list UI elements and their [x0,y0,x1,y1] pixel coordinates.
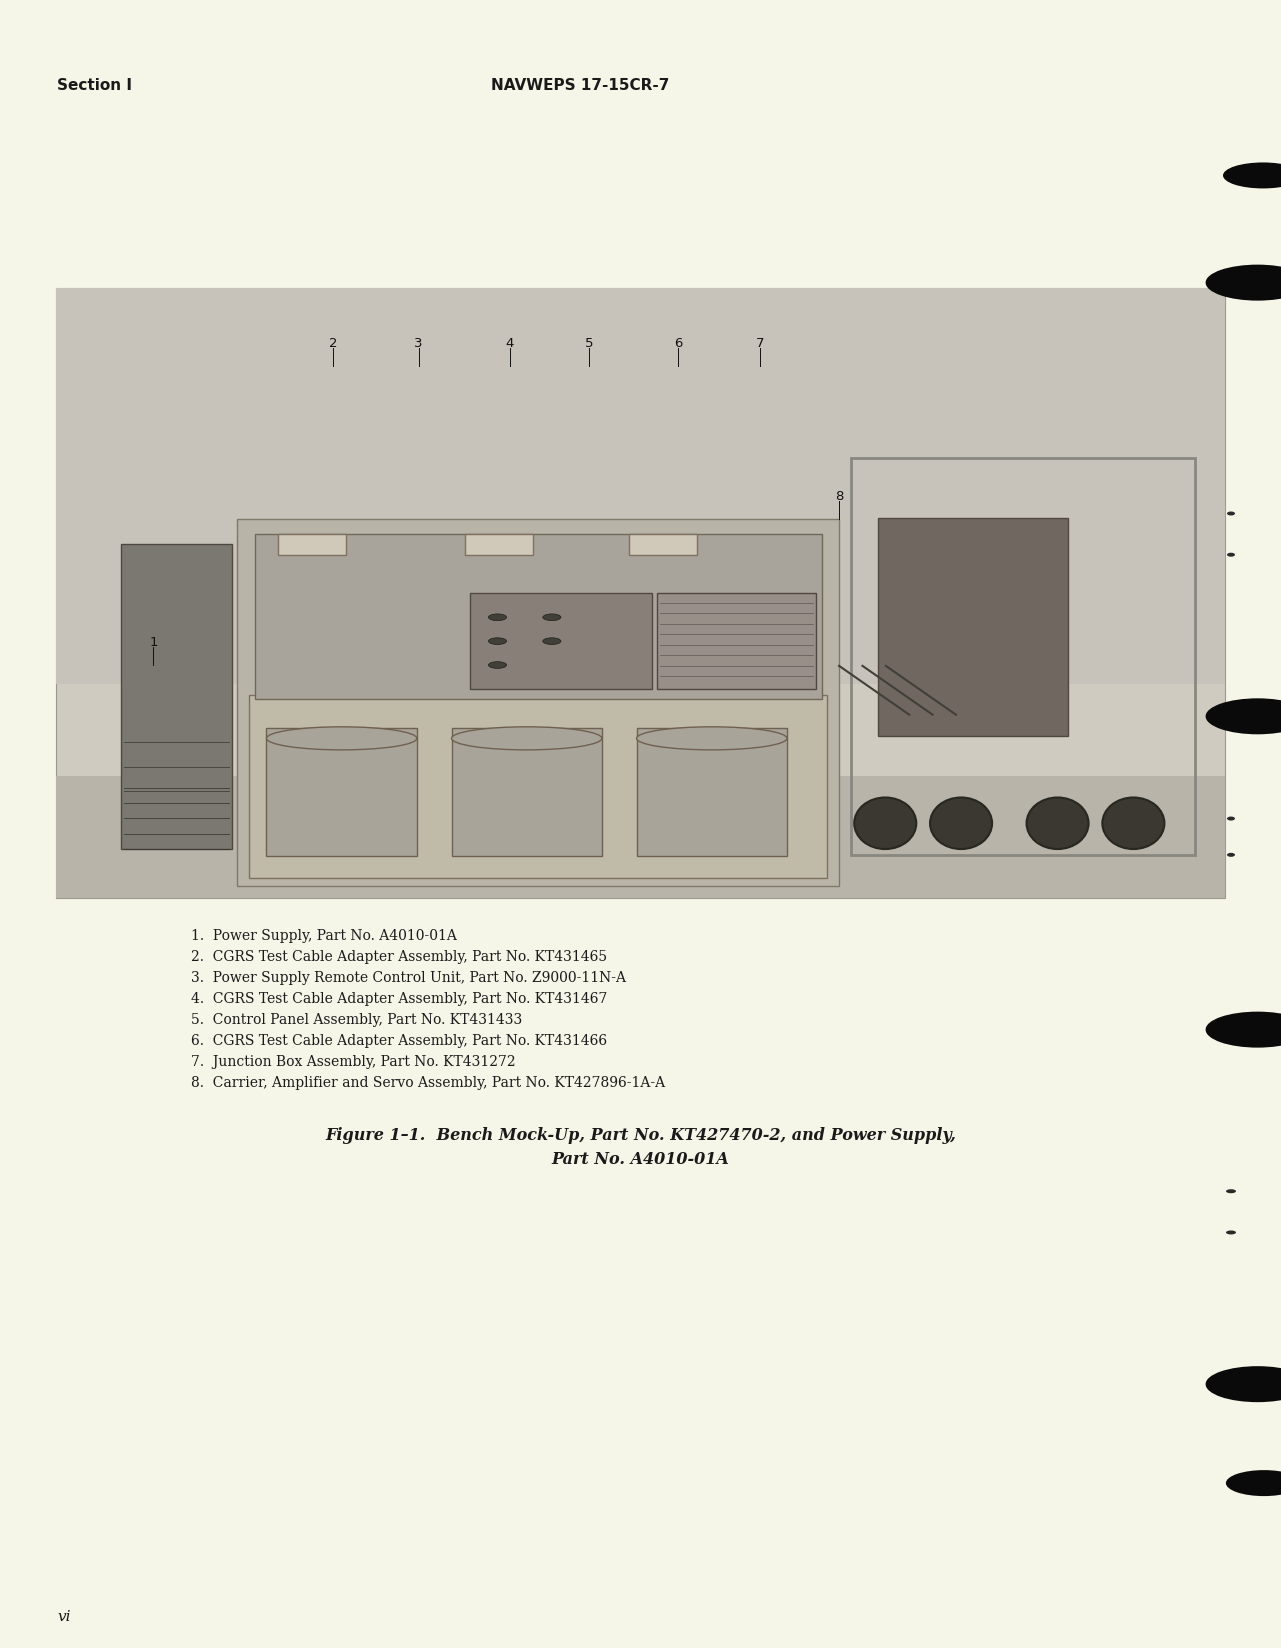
Ellipse shape [451,727,602,750]
Bar [56,776,1225,898]
Ellipse shape [637,727,787,750]
Text: 8.  Carrier, Amplifier and Servo Assembly, Part No. KT427896-1A-A: 8. Carrier, Amplifier and Servo Assembly… [191,1074,665,1089]
Ellipse shape [854,798,916,849]
Text: 5: 5 [585,336,593,349]
Text: 7.  Junction Box Assembly, Part No. KT431272: 7. Junction Box Assembly, Part No. KT431… [191,1055,515,1068]
Bar [629,534,697,555]
Ellipse shape [1223,163,1281,190]
Bar [451,728,602,857]
Text: 1: 1 [149,636,158,649]
Ellipse shape [1205,1366,1281,1402]
Text: Figure 1–1.  Bench Mock-Up, Part No. KT427470-2, and Power Supply,: Figure 1–1. Bench Mock-Up, Part No. KT42… [325,1126,956,1144]
Ellipse shape [1205,265,1281,302]
Ellipse shape [1205,699,1281,735]
Bar [237,521,839,887]
Ellipse shape [1103,798,1164,849]
Ellipse shape [1226,1231,1236,1234]
Bar [278,534,346,555]
Text: 2: 2 [329,336,337,349]
Text: 7: 7 [756,336,763,349]
Ellipse shape [1226,1190,1236,1193]
Text: NAVWEPS 17-15CR-7: NAVWEPS 17-15CR-7 [491,77,669,92]
Ellipse shape [1205,1012,1281,1048]
Bar [266,728,416,857]
Bar [255,534,821,699]
Bar [465,534,533,555]
Text: 2.  CGRS Test Cable Adapter Assembly, Part No. KT431465: 2. CGRS Test Cable Adapter Assembly, Par… [191,949,607,962]
Text: Part No. A4010-01A: Part No. A4010-01A [552,1150,729,1167]
Text: 4: 4 [506,336,514,349]
Ellipse shape [1227,854,1235,857]
Text: 3.  Power Supply Remote Control Unit, Part No. Z9000-11N-A: 3. Power Supply Remote Control Unit, Par… [191,971,625,984]
Ellipse shape [1026,798,1089,849]
Ellipse shape [1226,1470,1281,1496]
Ellipse shape [1227,817,1235,821]
Bar [879,519,1068,737]
Text: 6: 6 [674,336,681,349]
Bar [470,593,652,689]
Text: 6.  CGRS Test Cable Adapter Assembly, Part No. KT431466: 6. CGRS Test Cable Adapter Assembly, Par… [191,1033,607,1046]
Text: 5.  Control Panel Assembly, Part No. KT431433: 5. Control Panel Assembly, Part No. KT43… [191,1012,521,1027]
Ellipse shape [1227,554,1235,557]
Ellipse shape [543,615,561,621]
Ellipse shape [543,638,561,644]
Ellipse shape [488,662,506,669]
Text: 3: 3 [414,336,423,349]
Bar [120,544,232,849]
Ellipse shape [488,615,506,621]
Bar [851,460,1195,855]
Ellipse shape [266,727,416,750]
Ellipse shape [488,638,506,644]
Text: 1.  Power Supply, Part No. A4010-01A: 1. Power Supply, Part No. A4010-01A [191,928,456,943]
Ellipse shape [930,798,991,849]
Text: 4.  CGRS Test Cable Adapter Assembly, Part No. KT431467: 4. CGRS Test Cable Adapter Assembly, Par… [191,990,607,1005]
Bar [56,288,1225,686]
Bar [249,695,828,878]
Ellipse shape [1227,513,1235,516]
Bar [637,728,787,857]
Bar [56,288,1225,898]
Text: Section I: Section I [56,77,132,92]
Text: 8: 8 [835,489,843,503]
Text: vi: vi [56,1608,70,1623]
Bar [657,593,816,689]
